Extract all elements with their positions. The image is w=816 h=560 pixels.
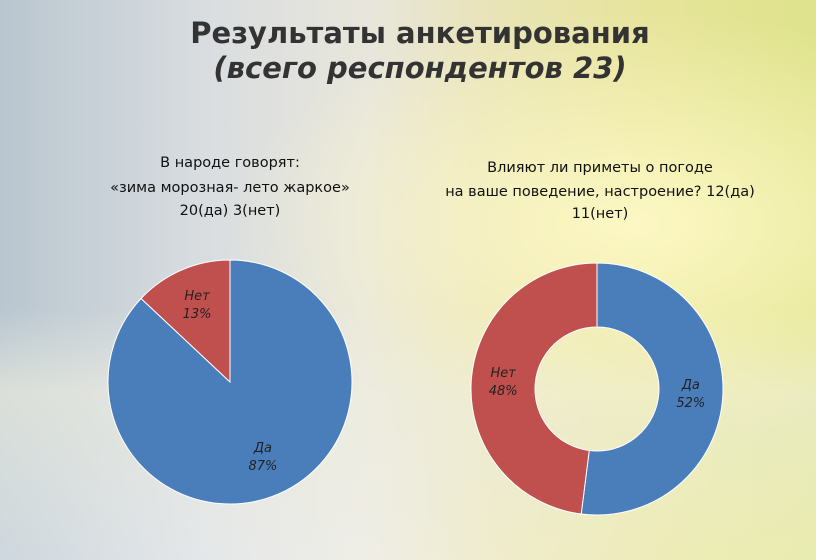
- slice-category: Нет: [491, 366, 517, 381]
- slice-value-label: 52%: [676, 396, 705, 411]
- slice: [580, 262, 724, 516]
- slice-category: Да: [681, 378, 700, 393]
- chart-title: 20(да) 3(нет): [180, 203, 281, 219]
- slice-value-label: 13%: [183, 307, 212, 322]
- slice-value-label: 87%: [248, 459, 277, 474]
- chart-title: В народе говорят:: [160, 155, 300, 171]
- slide-subtitle: (всего респондентов 23): [213, 51, 626, 85]
- chart-title: на ваше поведение, настроение? 12(да): [445, 184, 755, 200]
- slice-category: Да: [253, 441, 272, 456]
- chart-title: 11(нет): [572, 206, 629, 222]
- slice: [140, 259, 231, 384]
- slice: [470, 262, 598, 515]
- chart-title: Влияют ли приметы о погоде: [487, 160, 713, 176]
- slice-category: Нет: [184, 289, 210, 304]
- slice-value-label: 48%: [489, 384, 518, 399]
- slide-title: Результаты анкетирования: [190, 16, 649, 50]
- chart-title: «зима морозная- лето жаркое»: [110, 180, 350, 196]
